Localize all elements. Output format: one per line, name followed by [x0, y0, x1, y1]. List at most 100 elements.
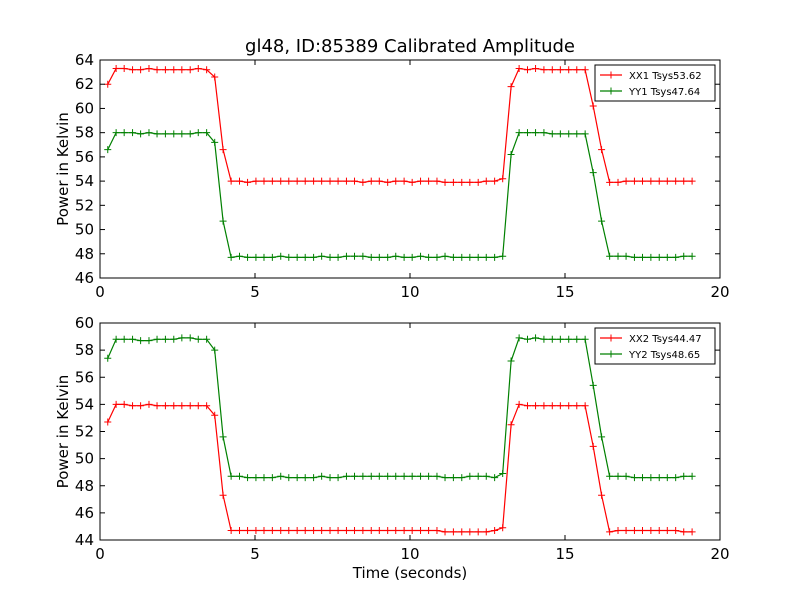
data-point-marker	[655, 177, 663, 185]
data-point-marker	[606, 178, 614, 186]
y-tick-label: 50	[75, 221, 94, 239]
data-point-marker	[375, 527, 383, 535]
legend: XX1 Tsys53.62 YY1 Tsys47.64	[594, 64, 716, 102]
x-tick-label: 0	[95, 545, 105, 563]
data-point-marker	[630, 527, 638, 535]
data-point-marker	[532, 129, 540, 137]
data-point-marker	[417, 527, 425, 535]
data-point-marker	[260, 474, 268, 482]
data-point-marker	[359, 527, 367, 535]
data-point-marker	[507, 83, 515, 91]
data-point-marker	[532, 402, 540, 410]
data-point-marker	[565, 130, 573, 138]
y-tick-label: 64	[75, 51, 94, 69]
data-point-marker	[482, 528, 490, 536]
data-point-marker	[482, 177, 490, 185]
data-point-marker	[581, 335, 589, 343]
data-point-marker	[408, 253, 416, 261]
y-tick-label: 60	[75, 314, 94, 332]
data-point-marker	[663, 474, 671, 482]
data-point-marker	[647, 474, 655, 482]
data-point-marker	[491, 527, 499, 535]
data-point-marker	[581, 130, 589, 138]
data-point-marker	[630, 253, 638, 261]
data-point-marker	[219, 491, 227, 499]
data-point-marker	[285, 474, 293, 482]
x-tick-label: 10	[400, 545, 419, 563]
data-point-marker	[491, 177, 499, 185]
data-point-marker	[170, 66, 178, 74]
data-point-marker	[161, 335, 169, 343]
y-tick-label: 50	[75, 450, 94, 468]
legend-label: YY2 Tsys48.65	[628, 350, 700, 361]
data-point-marker	[285, 177, 293, 185]
data-point-marker	[384, 472, 392, 480]
data-point-marker	[112, 335, 120, 343]
data-point-marker	[408, 178, 416, 186]
data-point-marker	[153, 335, 161, 343]
data-point-marker	[236, 472, 243, 480]
data-point-marker	[236, 527, 243, 535]
data-point-marker	[647, 177, 655, 185]
data-point-marker	[301, 177, 309, 185]
data-point-marker	[326, 474, 334, 482]
data-point-marker	[129, 129, 137, 137]
data-point-marker	[384, 178, 392, 186]
legend-swatch-marker	[607, 87, 615, 95]
y-tick-label: 58	[75, 124, 94, 142]
data-point-marker	[301, 527, 309, 535]
data-point-marker	[334, 177, 342, 185]
data-point-marker	[540, 335, 548, 343]
data-point-marker	[211, 73, 219, 81]
data-point-marker	[688, 252, 696, 260]
data-point-marker	[211, 138, 219, 146]
data-point-marker	[194, 129, 202, 137]
y-tick-label: 56	[75, 148, 94, 166]
data-point-marker	[170, 130, 178, 138]
y-tick-label: 62	[75, 75, 94, 93]
data-point-marker	[491, 474, 499, 482]
data-point-marker	[589, 381, 597, 389]
data-point-marker	[441, 474, 449, 482]
data-point-marker	[622, 527, 630, 535]
data-point-marker	[425, 177, 433, 185]
x-axis-label: Time (seconds)	[352, 564, 468, 582]
data-point-marker	[507, 150, 515, 158]
data-point-marker	[581, 66, 589, 74]
data-point-marker	[573, 66, 581, 74]
data-point-marker	[219, 217, 227, 225]
series-2	[104, 334, 696, 482]
data-point-marker	[318, 472, 326, 480]
x-tick-label: 5	[250, 283, 260, 301]
data-point-marker	[392, 252, 400, 260]
data-point-marker	[515, 129, 523, 137]
data-point-marker	[359, 252, 367, 260]
data-point-marker	[548, 335, 556, 343]
data-point-marker	[425, 253, 433, 261]
data-point-marker	[318, 252, 326, 260]
y-tick-label: 52	[75, 423, 94, 441]
data-point-marker	[663, 253, 671, 261]
data-point-marker	[449, 474, 457, 482]
data-point-marker	[548, 402, 556, 410]
data-point-marker	[515, 400, 523, 408]
data-point-marker	[565, 402, 573, 410]
y-tick-label: 54	[75, 395, 94, 413]
data-point-marker	[556, 66, 564, 74]
data-point-marker	[548, 66, 556, 74]
data-point-marker	[614, 472, 622, 480]
legend-label: XX2 Tsys44.47	[629, 334, 702, 345]
data-point-marker	[663, 527, 671, 535]
bottom-panel: 0 5 10 15 20 44 46 48 50 52 54 56 58 60 Power in Kelvi…	[54, 314, 730, 563]
data-point-marker	[112, 64, 120, 72]
data-point-marker	[540, 402, 548, 410]
data-point-marker	[359, 178, 367, 186]
data-point-marker	[194, 402, 202, 410]
data-point-marker	[236, 252, 243, 260]
data-point-marker	[186, 334, 194, 342]
data-point-marker	[614, 527, 622, 535]
data-point-marker	[672, 474, 680, 482]
data-point-marker	[367, 177, 375, 185]
data-point-marker	[680, 528, 688, 536]
data-point-marker	[441, 252, 449, 260]
